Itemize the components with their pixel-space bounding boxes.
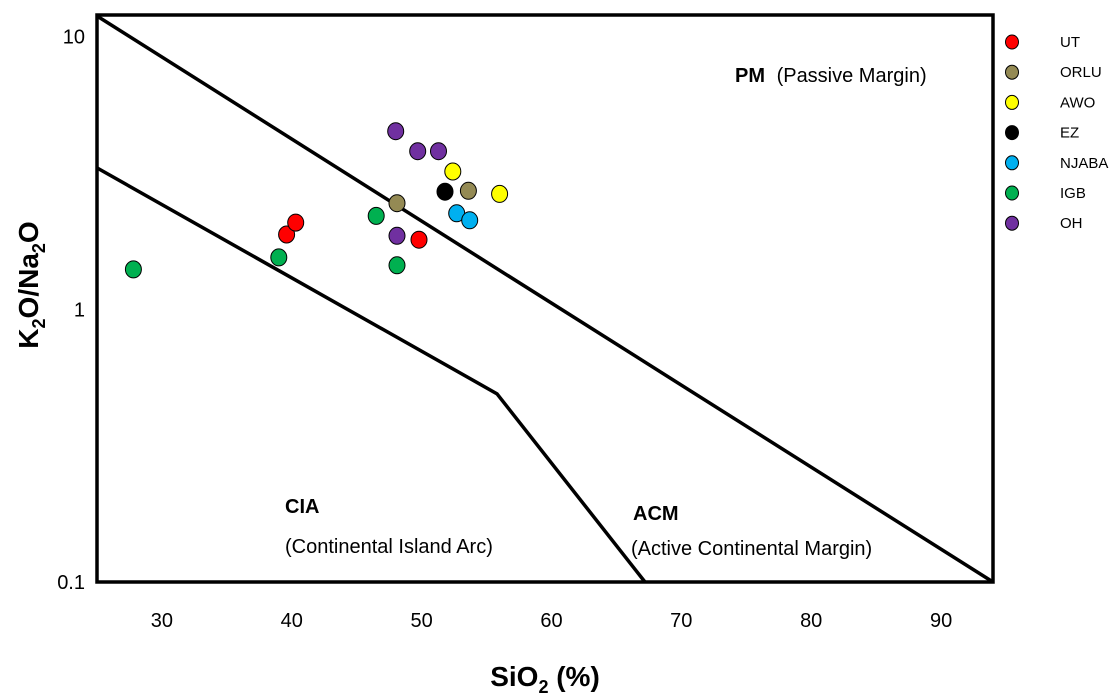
point-njaba-1 — [461, 211, 479, 230]
x-tick-90: 90 — [930, 610, 952, 632]
x-tick-80: 80 — [800, 610, 822, 632]
region-labels: PM (Passive Margin) ACM (Active Continen… — [285, 65, 927, 560]
point-ut-0 — [278, 225, 296, 244]
x-tick-30: 30 — [151, 610, 173, 632]
point-oh-2 — [430, 142, 447, 161]
point-ez-0 — [436, 182, 454, 201]
legend-marker-njaba — [1005, 155, 1019, 171]
region-acm-text: (Active Continental Margin) — [631, 538, 872, 560]
boundary-lines — [96, 14, 994, 584]
x-tick-labels: 30 40 50 60 70 80 90 — [151, 610, 952, 632]
legend-marker-oh — [1005, 215, 1019, 231]
x-tick-60: 60 — [540, 610, 562, 632]
legend: UT ORLU AWO EZ NJABA IGB OH — [1005, 34, 1108, 232]
region-acm-bold: ACM — [633, 503, 679, 525]
data-points — [124, 122, 509, 279]
legend-marker-igb — [1005, 185, 1019, 201]
point-oh-0 — [387, 122, 405, 141]
point-ut-2 — [410, 230, 428, 249]
x-tick-50: 50 — [410, 610, 432, 632]
legend-label-igb: IGB — [1060, 185, 1086, 202]
boundary-line-acm-cia — [96, 166, 647, 584]
legend-marker-ut — [1005, 34, 1019, 50]
legend-label-ez: EZ — [1060, 125, 1079, 142]
point-igb-2 — [367, 206, 385, 225]
point-awo-1 — [491, 184, 509, 203]
legend-marker-ez — [1005, 125, 1019, 141]
x-tick-70: 70 — [670, 610, 692, 632]
x-tick-40: 40 — [281, 610, 303, 632]
point-orlu-0 — [388, 194, 406, 213]
legend-label-ut: UT — [1060, 34, 1080, 51]
x-axis-title: SiO2 (%) — [490, 661, 600, 697]
y-axis-title: K2O/Na2O — [13, 221, 49, 348]
point-awo-0 — [444, 162, 462, 181]
point-orlu-1 — [459, 181, 477, 200]
region-cia-bold: CIA — [285, 496, 319, 518]
point-ut-1 — [287, 213, 305, 232]
region-pm-label: PM (Passive Margin) — [735, 65, 927, 87]
y-tick-labels: 10 1 0.1 — [57, 27, 85, 594]
point-igb-3 — [388, 256, 406, 275]
legend-label-awo: AWO — [1060, 94, 1095, 111]
legend-label-njaba: NJABA — [1060, 155, 1108, 172]
point-igb-0 — [124, 260, 142, 279]
region-cia-text: (Continental Island Arc) — [285, 536, 493, 558]
point-igb-1 — [270, 248, 288, 267]
y-tick-0-1: 0.1 — [57, 572, 85, 594]
point-oh-3 — [388, 226, 406, 245]
point-oh-1 — [409, 142, 427, 161]
y-tick-1: 1 — [74, 299, 85, 321]
legend-label-oh: OH — [1060, 215, 1083, 232]
y-tick-10: 10 — [63, 27, 85, 49]
boundary-line-pm-acm — [96, 14, 994, 584]
legend-marker-awo — [1005, 94, 1019, 110]
legend-label-orlu: ORLU — [1060, 64, 1102, 81]
legend-marker-orlu — [1005, 64, 1019, 80]
